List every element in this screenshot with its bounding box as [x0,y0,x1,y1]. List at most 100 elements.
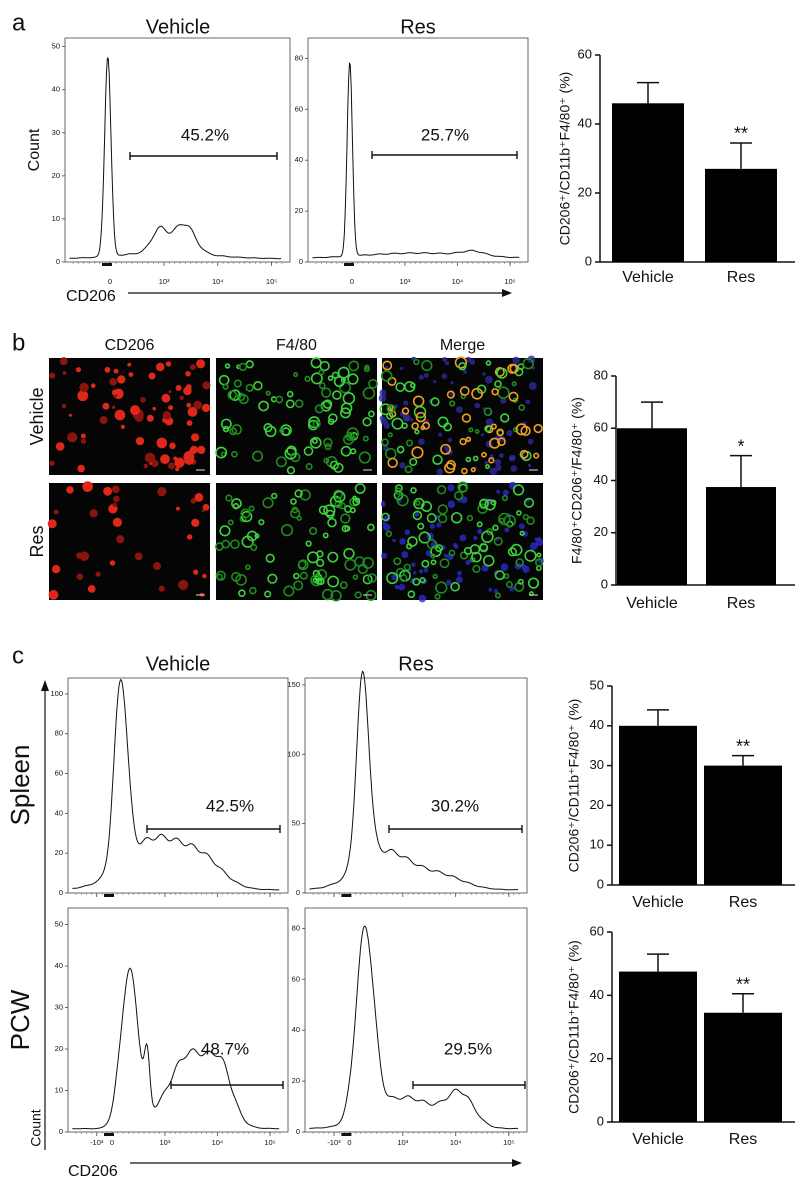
cell [186,534,193,540]
y-tick-label: 0 [59,888,63,897]
cell [483,407,493,417]
nucleus [414,512,420,517]
cell [201,509,205,513]
cell [112,517,122,527]
nucleus [529,542,538,551]
cell [494,380,502,388]
x-tick-label: 10⁴ [212,277,224,286]
cell [77,464,85,473]
cell [515,558,525,567]
cell [245,360,254,369]
cell [275,395,284,404]
nucleus [438,432,443,437]
cell [103,486,113,496]
cell [401,407,410,415]
cell [354,556,365,567]
nucleus [473,535,478,541]
cell [493,536,503,546]
nucleus [394,404,399,408]
cell [220,418,232,430]
cell [327,551,339,563]
zero-marker [102,263,112,266]
gate-label: 29.5% [444,1039,492,1058]
cell [386,572,399,585]
nucleus [485,375,493,384]
cell [53,509,59,515]
cell [186,420,193,426]
cell [519,449,529,459]
nucleus [489,467,498,475]
cell [345,431,355,442]
cell [340,513,351,524]
cell [491,388,499,396]
cell [235,574,247,586]
cell [109,377,118,386]
nucleus [400,366,404,371]
cell [341,524,349,533]
axis-label: CD206 [68,1163,118,1180]
cell [215,446,228,459]
column-title: Vehicle [146,653,211,675]
x-tick-label: 10³ [399,277,410,286]
cell [414,429,420,435]
cell [232,502,240,510]
x-tick-label: Res [727,269,755,286]
cell [286,466,296,475]
plot-frame [67,907,289,1133]
bar [706,487,776,585]
x-tick-label: 10⁵ [503,1138,514,1147]
cell [470,467,476,473]
significance: ** [736,736,750,756]
cell [484,499,496,511]
cell [519,530,525,536]
y-tick-label: 20 [590,797,604,812]
y-tick-label: 10 [55,1086,63,1095]
nucleus [502,489,509,496]
cell [471,551,482,563]
x-tick-label: -10³ [90,1138,104,1147]
x-tick-label: Res [727,595,755,612]
significance: ** [736,975,750,995]
cell [512,484,525,496]
cell [476,521,483,528]
cell [457,481,469,493]
cell [290,508,301,519]
cell [134,552,143,561]
nucleus [442,356,448,362]
nucleus [528,382,537,390]
cell [79,382,89,393]
cell [227,519,234,526]
y-tick-label: 50 [590,677,604,692]
cell [368,378,378,389]
cell [488,457,495,464]
nucleus [403,400,409,406]
cell [316,558,325,567]
cell [239,515,247,523]
cell [77,390,89,402]
cell [516,510,522,516]
nucleus [447,437,452,443]
cell [250,543,258,551]
cell [339,581,348,590]
nucleus [457,570,462,576]
cell [156,437,168,449]
cell [196,359,206,369]
nucleus [508,455,516,462]
column-title: Res [400,16,436,38]
cell [485,464,490,470]
y-tick-label: 60 [292,974,300,983]
cell [536,552,542,558]
cell [231,424,243,435]
cell [284,447,297,460]
nucleus [404,529,411,536]
cell [362,574,373,585]
y-tick-label: 40 [55,808,63,817]
y-tick-label: 80 [55,729,63,738]
cell [503,514,517,528]
nucleus [401,551,409,559]
cell [386,404,396,414]
cell [511,381,517,387]
cell [158,585,165,592]
cell [385,530,393,538]
